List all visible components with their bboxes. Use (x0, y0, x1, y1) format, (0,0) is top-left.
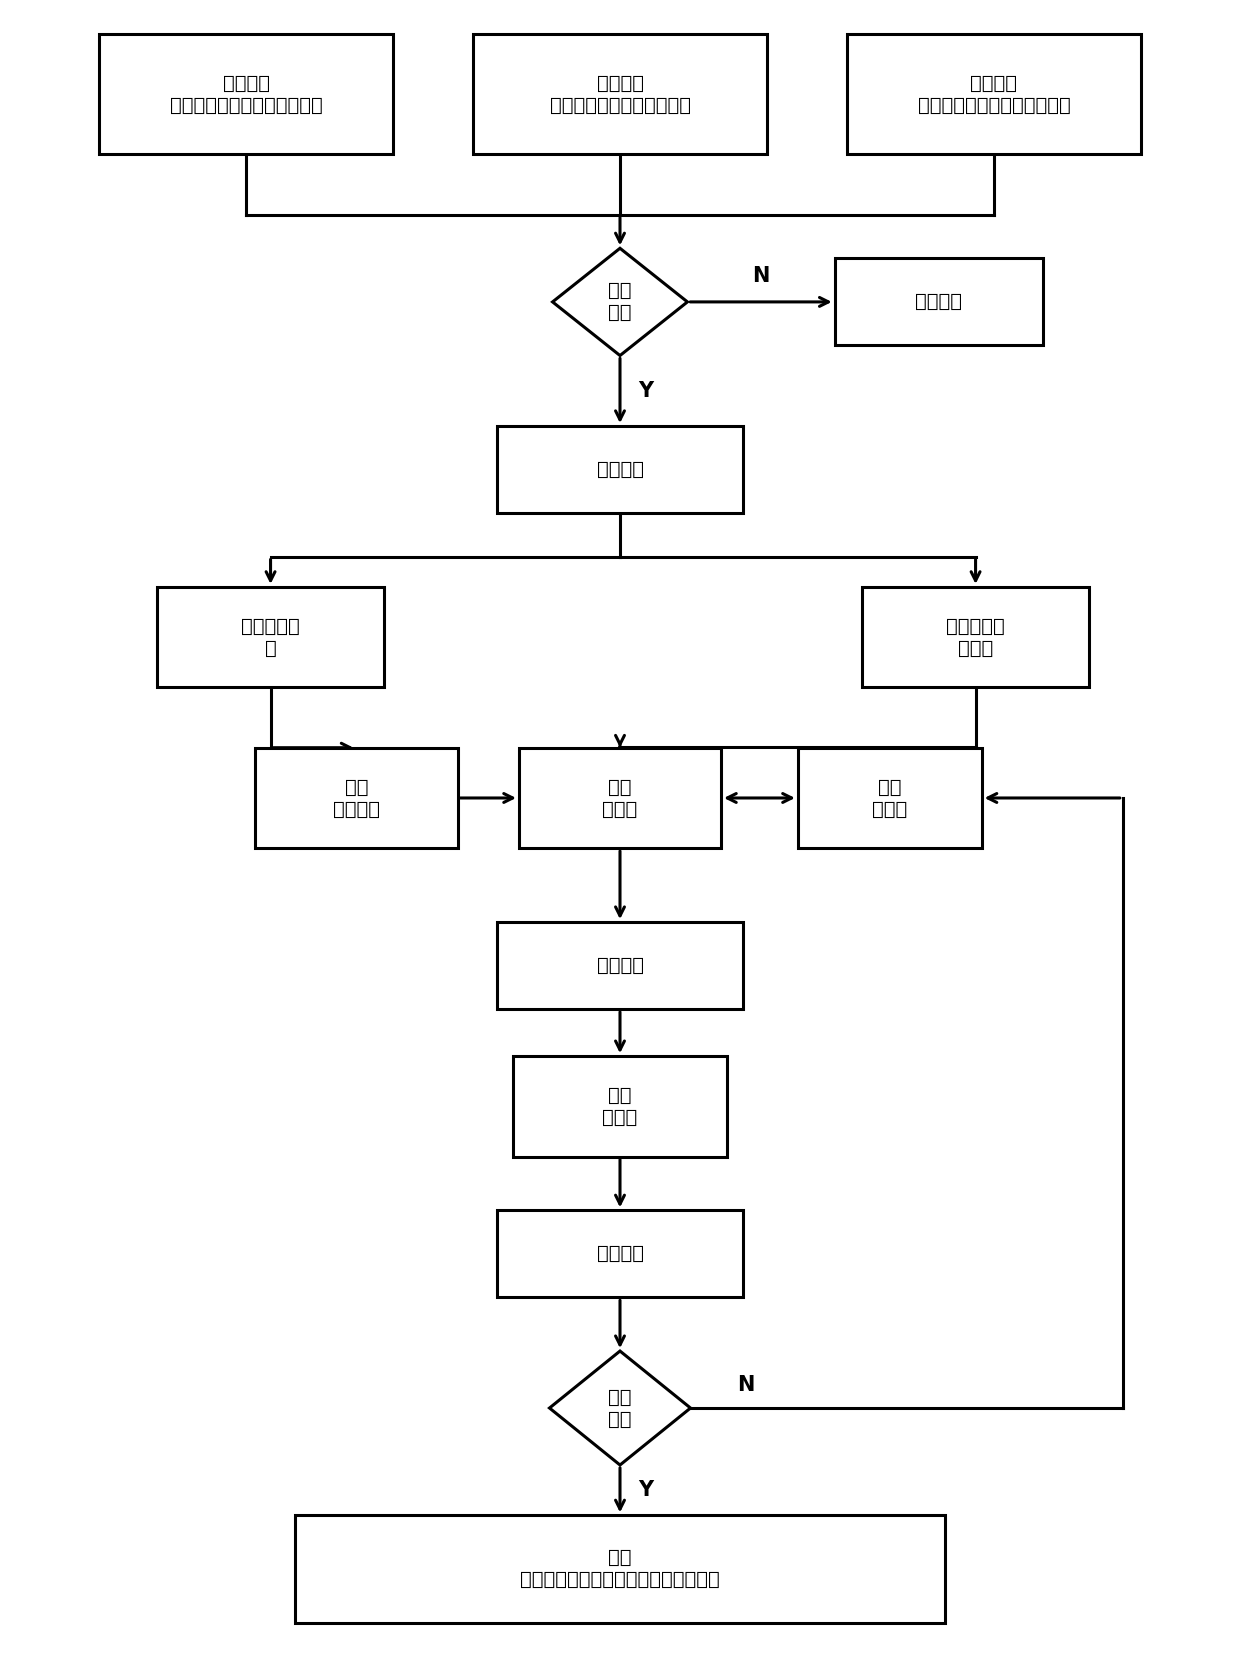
Text: 监测数据
（时间、位置、监测结果）: 监测数据 （时间、位置、监测结果） (549, 73, 691, 115)
Text: 计算增益: 计算增益 (596, 956, 644, 975)
FancyBboxPatch shape (255, 748, 458, 848)
Text: 估算
释放率: 估算 释放率 (872, 778, 908, 818)
Text: N: N (737, 1375, 754, 1395)
FancyBboxPatch shape (99, 33, 393, 155)
FancyBboxPatch shape (518, 748, 722, 848)
Text: 停止计算: 停止计算 (915, 293, 962, 311)
Text: 扩散过程模
拟: 扩散过程模 拟 (242, 617, 300, 657)
FancyBboxPatch shape (157, 587, 384, 687)
Text: 计算误差: 计算误差 (596, 1244, 644, 1264)
Text: 输出
（总释放量、时间段内各核素释放量）: 输出 （总释放量、时间段内各核素释放量） (520, 1548, 720, 1590)
Text: 计算
协方差: 计算 协方差 (603, 778, 637, 818)
FancyBboxPatch shape (797, 748, 982, 848)
FancyBboxPatch shape (472, 33, 768, 155)
FancyBboxPatch shape (512, 1056, 728, 1157)
Text: Y: Y (639, 381, 653, 401)
FancyBboxPatch shape (862, 587, 1089, 687)
Text: 开始计算: 开始计算 (596, 461, 644, 479)
Text: 源项信息
（核素比、释放位置及高度）: 源项信息 （核素比、释放位置及高度） (918, 73, 1070, 115)
FancyBboxPatch shape (497, 921, 743, 1009)
Polygon shape (553, 248, 687, 356)
Text: 计算
观测矩阵: 计算 观测矩阵 (332, 778, 379, 818)
Text: 修正
释放率: 修正 释放率 (603, 1086, 637, 1128)
FancyBboxPatch shape (295, 1515, 945, 1623)
Text: 评估
误差: 评估 误差 (609, 1387, 631, 1429)
FancyBboxPatch shape (497, 1211, 743, 1297)
Text: 数据
检查: 数据 检查 (609, 281, 631, 323)
Text: 辐射监测数
据处理: 辐射监测数 据处理 (946, 617, 1004, 657)
Text: 气象数据
（单点风速、风向、稳定度）: 气象数据 （单点风速、风向、稳定度） (170, 73, 322, 115)
FancyBboxPatch shape (497, 426, 743, 514)
Text: Y: Y (639, 1480, 653, 1500)
Text: N: N (753, 266, 770, 286)
FancyBboxPatch shape (835, 258, 1043, 346)
FancyBboxPatch shape (847, 33, 1141, 155)
Polygon shape (549, 1350, 691, 1465)
